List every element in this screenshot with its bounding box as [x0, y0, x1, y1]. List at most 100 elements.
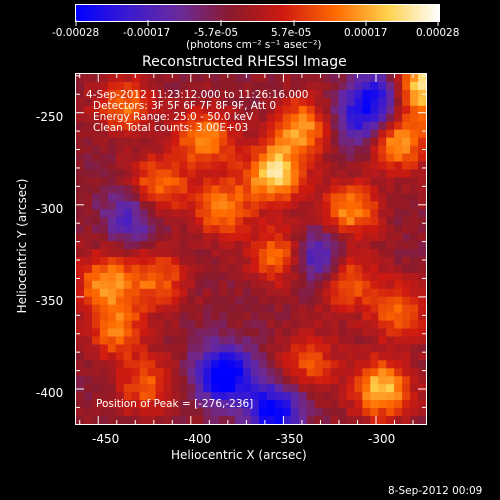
- heatmap-cell: [131, 209, 141, 218]
- heatmap-cell: [258, 408, 268, 417]
- heatmap-cell: [91, 408, 101, 417]
- heatmap-cell: [147, 201, 157, 210]
- heatmap-cell: [370, 408, 379, 417]
- heatmap-cell: [235, 344, 244, 353]
- heatmap-cell: [211, 74, 220, 83]
- heatmap-cell: [346, 233, 355, 242]
- heatmap-cell: [258, 264, 268, 274]
- heatmap-cell: [123, 193, 133, 202]
- heatmap-cell: [410, 81, 419, 91]
- heatmap-cell: [107, 264, 117, 274]
- heatmap-cell: [155, 320, 165, 330]
- heatmap-cell: [115, 328, 125, 338]
- heatmap-cell: [163, 209, 173, 218]
- heatmap-cell: [219, 217, 228, 226]
- heatmap-cell: [251, 408, 260, 417]
- heatmap-cell: [83, 153, 93, 163]
- heatmap-cell: [298, 360, 308, 369]
- heatmap-cell: [107, 288, 117, 298]
- heatmap-cell: [298, 137, 308, 147]
- heatmap-cell: [107, 217, 117, 226]
- heatmap-cell: [274, 360, 284, 369]
- heatmap-cell: [76, 312, 85, 322]
- heatmap-cell: [282, 416, 292, 424]
- heatmap-cell: [394, 89, 403, 99]
- heatmap-cell: [76, 360, 85, 369]
- heatmap-cell: [147, 328, 157, 338]
- heatmap-cell: [410, 233, 419, 242]
- heatmap-cell: [147, 264, 157, 274]
- heatmap-cell: [211, 105, 220, 115]
- heatmap-cell: [76, 193, 85, 202]
- heatmap-cell: [91, 209, 101, 218]
- heatmap-cell: [187, 264, 196, 274]
- heatmap-cell: [187, 352, 196, 361]
- heatmap-cell: [258, 312, 268, 322]
- heatmap-cell: [115, 209, 125, 218]
- heatmap-cell: [115, 201, 125, 210]
- heatmap-cell: [139, 185, 149, 194]
- heatmap-cell: [99, 137, 109, 147]
- heatmap-cell: [219, 225, 228, 234]
- heatmap-cell: [227, 74, 236, 83]
- heatmap-cell: [99, 304, 109, 314]
- heatmap-cell: [290, 344, 300, 353]
- heatmap-cell: [394, 344, 403, 353]
- heatmap-cell: [298, 304, 308, 314]
- heatmap-cell: [195, 225, 204, 234]
- heatmap-cell: [282, 400, 292, 409]
- heatmap-cell: [139, 161, 149, 171]
- heatmap-cell: [394, 217, 403, 226]
- heatmap-cell: [251, 368, 260, 377]
- heatmap-cell: [147, 121, 157, 131]
- heatmap-cell: [251, 264, 260, 274]
- heatmap-cell: [386, 384, 395, 393]
- heatmap-cell: [354, 304, 363, 314]
- heatmap-cell: [179, 264, 188, 274]
- heatmap-cell: [187, 336, 196, 346]
- heatmap-cell: [410, 137, 419, 147]
- heatmap-cell: [99, 288, 109, 298]
- heatmap-cell: [258, 121, 268, 131]
- heatmap-cell: [298, 249, 308, 258]
- heatmap-cell: [195, 217, 204, 226]
- heatmap-cell: [83, 408, 93, 417]
- heatmap-cell: [370, 400, 379, 409]
- heatmap-cell: [219, 233, 228, 242]
- heatmap-cell: [171, 177, 180, 186]
- heatmap-cell: [274, 241, 284, 250]
- heatmap-cell: [83, 129, 93, 139]
- heatmap-cell: [362, 241, 371, 250]
- heatmap-cell: [123, 121, 133, 131]
- heatmap-cell: [147, 105, 157, 115]
- heatmap-cell: [386, 225, 395, 234]
- heatmap-cell: [195, 137, 204, 147]
- heatmap-cell: [219, 161, 228, 171]
- heatmap-cell: [123, 304, 133, 314]
- heatmap-cell: [147, 272, 157, 282]
- heatmap-cell: [219, 169, 228, 178]
- heatmap-cell: [338, 416, 348, 424]
- heatmap-cell: [266, 201, 276, 210]
- heatmap-cell: [76, 304, 85, 314]
- heatmap-cell: [76, 105, 85, 115]
- heatmap-cell: [195, 264, 204, 274]
- heatmap-cell: [258, 89, 268, 99]
- heatmap-cell: [266, 384, 276, 393]
- heatmap-cell: [219, 153, 228, 163]
- heatmap-cell: [386, 81, 395, 91]
- heatmap-cell: [107, 241, 117, 250]
- heatmap-cell: [163, 249, 173, 258]
- heatmap-cell: [410, 368, 419, 377]
- heatmap-cell: [195, 304, 204, 314]
- heatmap-cell: [402, 249, 411, 258]
- heatmap-cell: [274, 129, 284, 139]
- heatmap-cell: [306, 169, 316, 178]
- heatmap-cell: [203, 74, 212, 83]
- heatmap-cell: [123, 169, 133, 178]
- heatmap-cell: [83, 161, 93, 171]
- heatmap-cell: [163, 256, 173, 266]
- heatmap-cell: [219, 336, 228, 346]
- heatmap-cell: [402, 201, 411, 210]
- heatmap-cell: [330, 400, 340, 409]
